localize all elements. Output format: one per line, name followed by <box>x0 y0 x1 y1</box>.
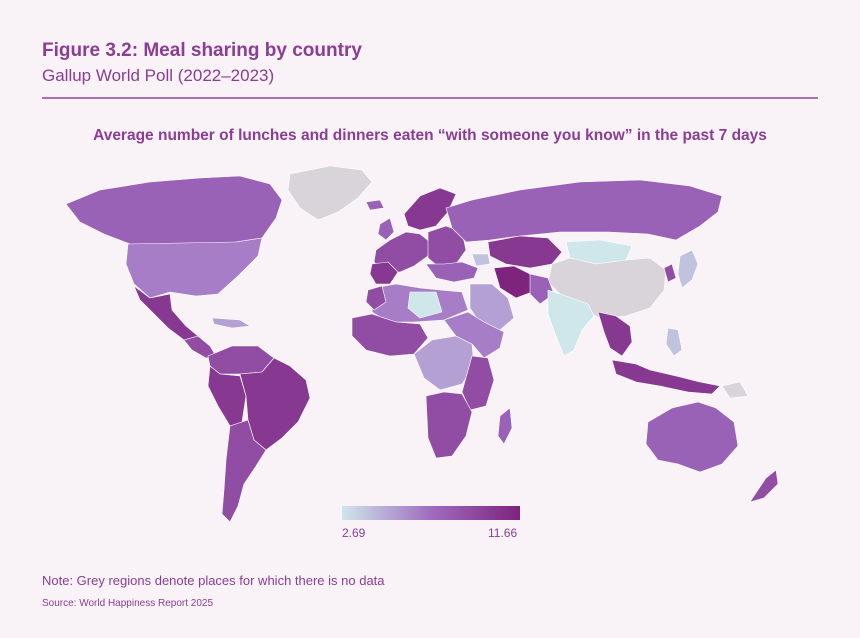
region-eastern-europe <box>427 225 467 269</box>
region-russia <box>445 179 723 243</box>
region-korea <box>663 263 677 283</box>
region-greenland <box>287 165 373 221</box>
region-west-africa <box>351 313 429 357</box>
region-iceland <box>365 199 385 211</box>
region-new-zealand <box>749 469 779 503</box>
region-madagascar <box>497 407 513 445</box>
region-india <box>547 289 595 357</box>
region-southern-africa <box>425 391 473 459</box>
title-divider <box>42 97 818 99</box>
region-iberia <box>369 261 399 285</box>
region-algeria <box>407 291 443 319</box>
footnote: Note: Grey regions denote places for whi… <box>42 573 385 588</box>
region-morocco <box>365 285 387 311</box>
region-philippines <box>665 327 683 357</box>
region-japan <box>677 249 699 289</box>
region-papua-new-guinea <box>721 381 749 399</box>
figure-title: Figure 3.2: Meal sharing by country <box>42 40 362 61</box>
region-southeast-asia <box>597 311 633 357</box>
region-canada <box>65 175 283 247</box>
region-uk <box>377 217 395 241</box>
region-usa <box>125 237 263 299</box>
region-caucasus <box>471 253 491 267</box>
region-australia <box>645 401 739 473</box>
world-choropleth-map <box>65 165 779 523</box>
region-indonesia <box>611 359 721 395</box>
legend-color-bar <box>342 506 520 520</box>
region-horn-of-africa <box>443 311 505 359</box>
region-arabia <box>469 283 515 331</box>
region-turkey <box>425 261 479 283</box>
region-caribbean <box>211 317 251 329</box>
legend-min-label: 2.69 <box>342 526 366 540</box>
region-east-africa <box>461 355 495 411</box>
region-kazakhstan <box>487 235 563 269</box>
figure-subtitle: Gallup World Poll (2022–2023) <box>42 66 275 85</box>
region-southern-cone <box>221 419 267 523</box>
map-heading: Average number of lunches and dinners ea… <box>93 127 767 144</box>
legend-max-label: 11.66 <box>488 526 518 540</box>
source-credit: Source: World Happiness Report 2025 <box>42 598 214 609</box>
